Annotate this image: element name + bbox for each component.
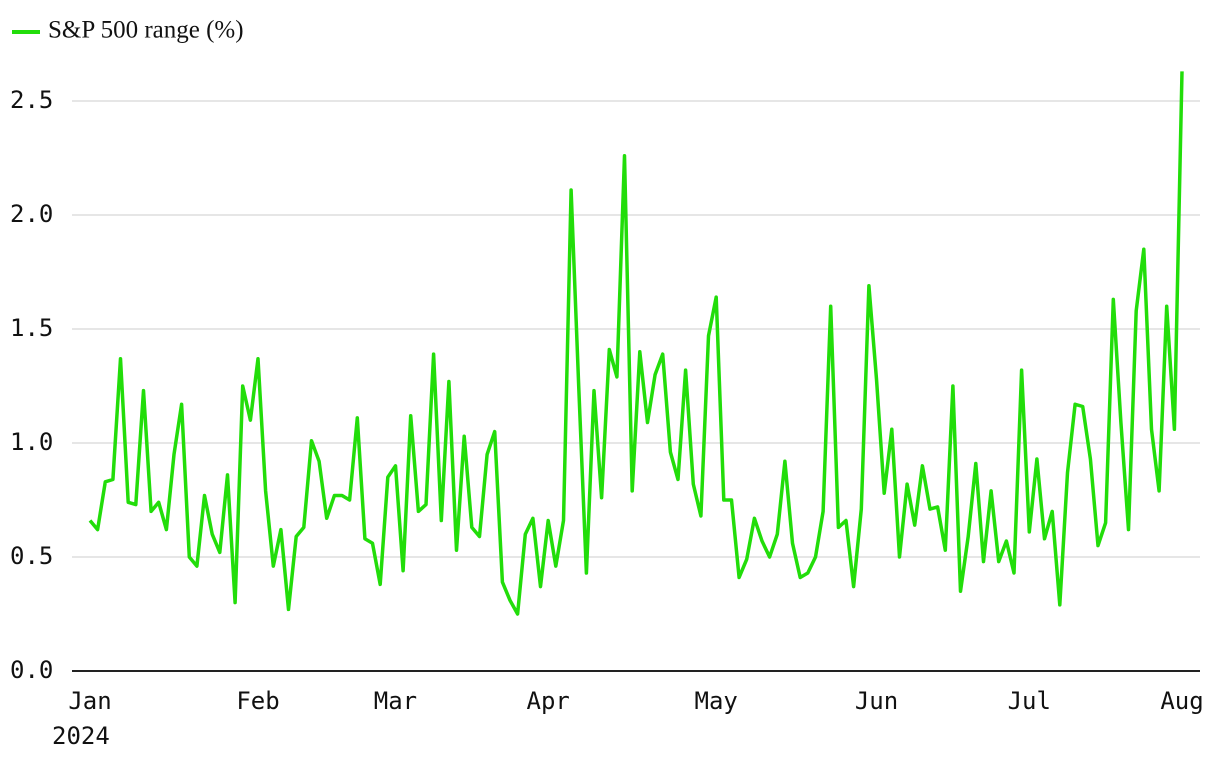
x-tick-label: Mar (374, 687, 417, 715)
legend-label: S&P 500 range (%) (48, 17, 244, 44)
x-tick-label: Feb (236, 687, 279, 715)
x-tick-label: Jan (68, 687, 111, 715)
x-tick-label: Aug (1160, 687, 1203, 715)
data-line (88, 71, 1184, 616)
y-tick-label: 2.5 (10, 86, 53, 114)
y-tick-label: 0.5 (10, 542, 53, 570)
y-tick-label: 1.5 (10, 314, 53, 342)
x-tick-label: Jul (1008, 687, 1051, 715)
x-year-label: 2024 (52, 722, 110, 750)
x-tick-label: Apr (527, 687, 570, 715)
y-tick-label: 0.0 (10, 656, 53, 684)
x-tick-label: May (695, 687, 738, 715)
y-tick-label: 1.0 (10, 428, 53, 456)
y-tick-label: 2.0 (10, 200, 53, 228)
x-tick-label: Jun (855, 687, 898, 715)
